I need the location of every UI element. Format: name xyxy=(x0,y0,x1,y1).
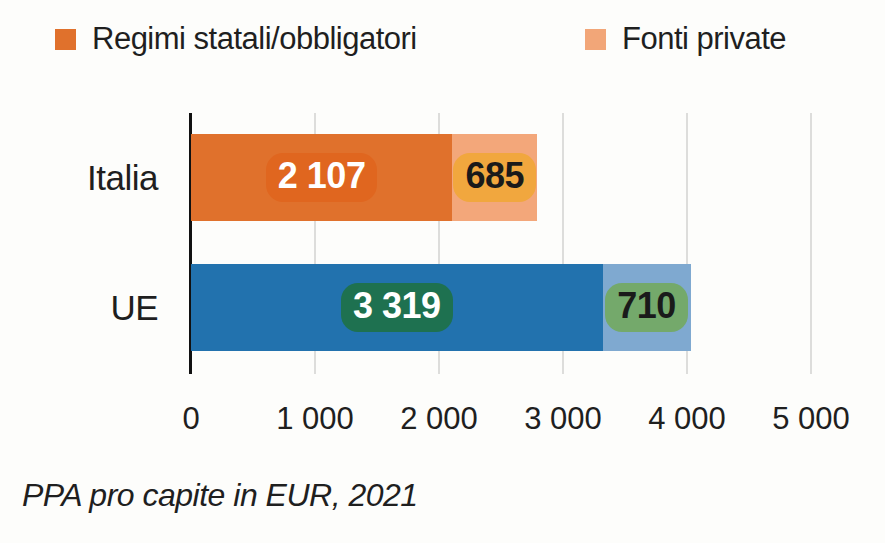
x-tick-label: 3 000 xyxy=(493,401,633,437)
bar-segment: 685 xyxy=(452,134,537,221)
legend-swatch-fonti-icon xyxy=(585,29,606,50)
x-tick-label: 1 000 xyxy=(245,401,385,437)
value-badge: 685 xyxy=(453,153,536,202)
legend-swatch-regimi-icon xyxy=(55,29,76,50)
bar-segment: 3 319 xyxy=(191,264,603,351)
value-badge: 710 xyxy=(605,283,688,332)
x-tick-label: 5 000 xyxy=(741,401,881,437)
legend-item-regimi: Regimi statali/obbligatori xyxy=(55,22,417,56)
bar-segment: 2 107 xyxy=(191,134,452,221)
value-badge: 3 319 xyxy=(341,283,453,332)
category-label-ue: UE xyxy=(20,264,158,351)
legend-label-fonti: Fonti private xyxy=(622,21,786,57)
chart-canvas: Regimi statali/obbligatori Fonti private… xyxy=(0,0,885,543)
legend-label-regimi: Regimi statali/obbligatori xyxy=(92,21,417,57)
x-tick-label: 4 000 xyxy=(617,401,757,437)
bar-segment: 710 xyxy=(603,264,691,351)
x-tick-label: 2 000 xyxy=(369,401,509,437)
x-tick-label: 0 xyxy=(121,401,261,437)
value-badge: 2 107 xyxy=(266,153,378,202)
chart-caption: PPA pro capite in EUR, 2021 xyxy=(22,477,418,514)
category-label-italia: Italia xyxy=(20,134,158,221)
legend-item-fonti: Fonti private xyxy=(585,22,786,56)
gridline xyxy=(810,113,812,374)
